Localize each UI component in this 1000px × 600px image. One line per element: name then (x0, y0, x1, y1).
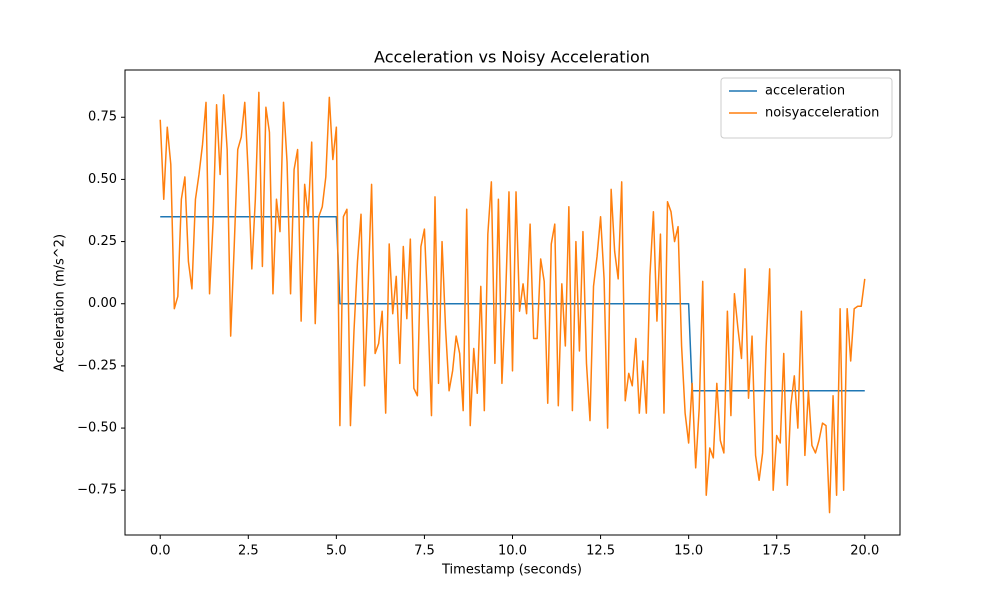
plot-frame (124, 69, 901, 536)
x-axis-label: Timestamp (seconds) (441, 563, 582, 578)
x-tick-label: 20.0 (850, 544, 879, 559)
legend-label: noisyacceleration (765, 106, 879, 121)
y-tick-label: −0.25 (77, 358, 117, 373)
y-tick-label: 0.00 (88, 296, 117, 311)
x-tick-label: 15.0 (674, 544, 703, 559)
x-tick-label: 0.0 (150, 544, 171, 559)
y-axis-label: Acceleration (m/s^2) (53, 234, 68, 372)
x-tick-label: 10.0 (498, 544, 527, 559)
x-tick-label: 12.5 (586, 544, 615, 559)
legend-box (720, 77, 893, 139)
chart-title: Acceleration vs Noisy Acceleration (374, 48, 650, 67)
data-line (159, 91, 866, 514)
y-tick-label: 0.75 (88, 110, 117, 125)
x-tick-label: 2.5 (238, 544, 259, 559)
legend-label: acceleration (765, 84, 845, 99)
y-tick-label: −0.75 (77, 483, 117, 498)
x-tick-label: 17.5 (762, 544, 791, 559)
x-tick-label: 5.0 (326, 544, 347, 559)
x-tick-label: 7.5 (414, 544, 435, 559)
y-tick-label: −0.50 (77, 421, 117, 436)
y-tick-label: 0.25 (88, 234, 117, 249)
legend: acceleration noisyacceleration (720, 77, 893, 139)
y-tick-label: 0.50 (88, 172, 117, 187)
